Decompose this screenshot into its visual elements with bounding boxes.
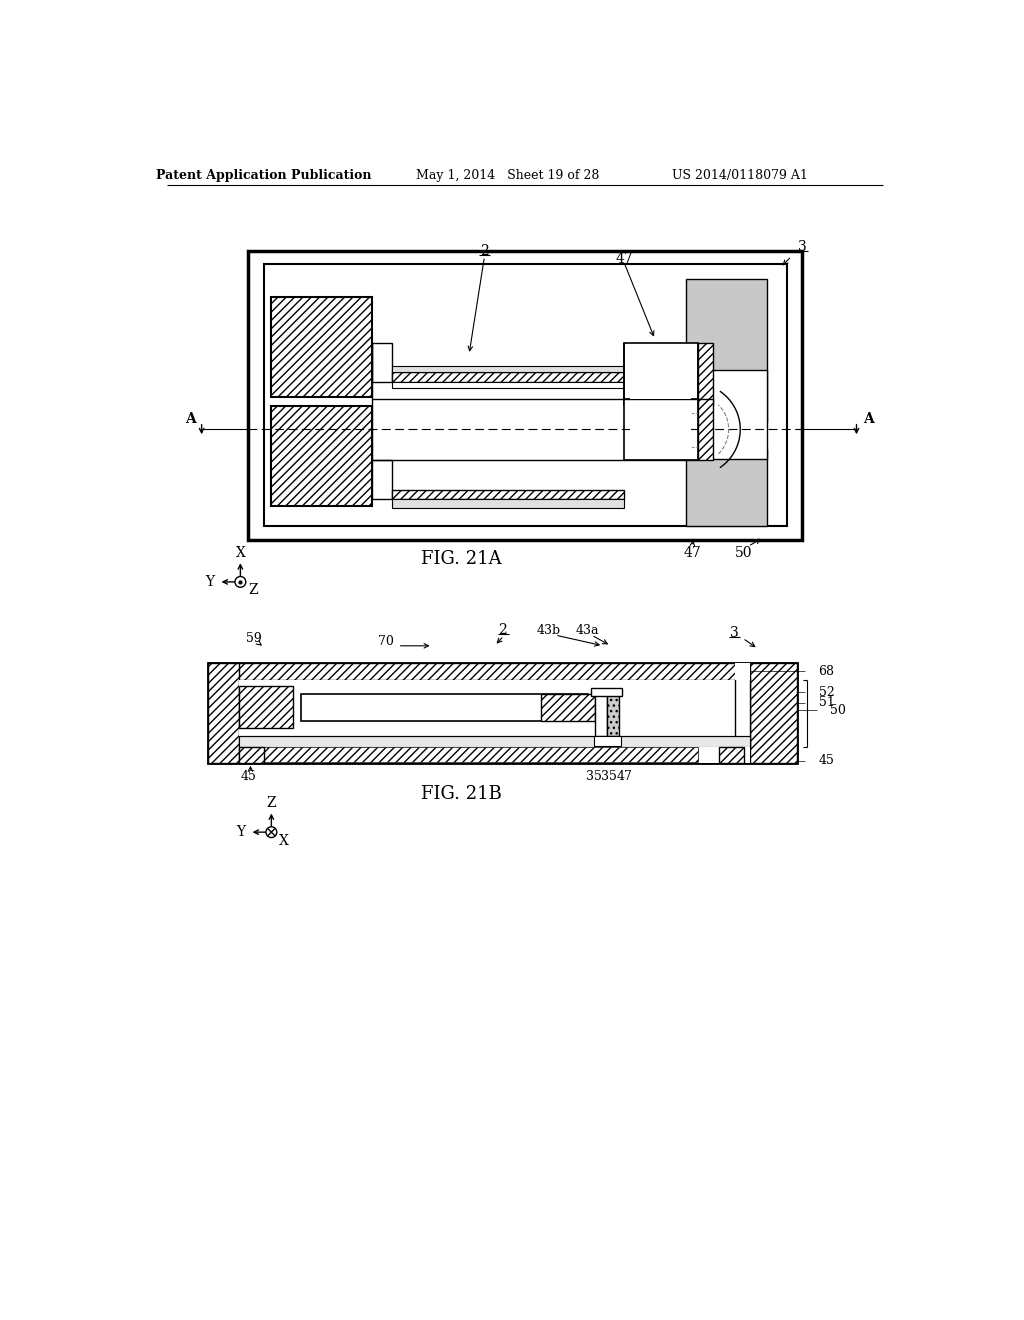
Text: 68: 68: [818, 665, 835, 677]
Bar: [208, 663, 239, 763]
Text: 51: 51: [818, 696, 835, 709]
Bar: [686, 280, 767, 422]
Bar: [697, 399, 713, 461]
Bar: [271, 297, 372, 397]
Text: US 2014/0118079 A1: US 2014/0118079 A1: [673, 169, 808, 182]
Bar: [208, 663, 797, 763]
Bar: [607, 693, 618, 737]
Text: 2: 2: [498, 623, 507, 638]
Text: 43a: 43a: [575, 624, 599, 638]
Bar: [248, 251, 802, 540]
Bar: [686, 422, 767, 449]
Text: 2: 2: [480, 244, 488, 257]
Text: Patent Application Publication: Patent Application Publication: [156, 169, 372, 182]
Circle shape: [234, 577, 246, 587]
Text: Z: Z: [248, 582, 258, 597]
Text: 45: 45: [818, 754, 835, 767]
Bar: [710, 370, 767, 459]
Bar: [301, 693, 588, 721]
Text: 47: 47: [615, 252, 633, 265]
Bar: [391, 499, 624, 508]
Text: 70: 70: [378, 635, 394, 648]
Bar: [239, 680, 751, 747]
Text: Z: Z: [266, 796, 276, 810]
Bar: [239, 747, 263, 763]
Text: 47: 47: [616, 770, 633, 783]
Text: 35: 35: [586, 770, 602, 783]
Bar: [630, 350, 691, 399]
Text: May 1, 2014   Sheet 19 of 28: May 1, 2014 Sheet 19 of 28: [416, 169, 599, 182]
Text: 3: 3: [730, 627, 739, 640]
Text: 52: 52: [818, 685, 835, 698]
Bar: [697, 343, 713, 405]
Bar: [263, 264, 786, 525]
Text: 47: 47: [683, 545, 701, 560]
Bar: [541, 693, 595, 721]
Bar: [391, 372, 624, 381]
Bar: [263, 747, 697, 762]
Bar: [594, 737, 621, 746]
Bar: [372, 461, 391, 499]
Bar: [592, 688, 623, 696]
Text: 35: 35: [601, 770, 617, 783]
Bar: [735, 663, 751, 680]
Bar: [391, 381, 624, 388]
Bar: [624, 399, 697, 461]
Bar: [751, 663, 797, 763]
Text: X: X: [279, 834, 289, 849]
Bar: [735, 678, 751, 747]
Bar: [239, 747, 751, 763]
Bar: [239, 737, 751, 747]
Bar: [208, 663, 797, 680]
Text: 43b: 43b: [651, 417, 675, 430]
Bar: [391, 367, 624, 372]
Circle shape: [266, 826, 276, 838]
Text: FIG. 21B: FIG. 21B: [421, 784, 502, 803]
Text: 59: 59: [247, 631, 262, 644]
Bar: [630, 405, 691, 454]
Bar: [372, 343, 391, 381]
Bar: [391, 490, 624, 499]
Bar: [595, 693, 607, 737]
Text: 43b: 43b: [537, 624, 561, 638]
Text: A: A: [863, 412, 873, 425]
Bar: [271, 407, 372, 507]
Bar: [686, 449, 767, 525]
Text: A: A: [184, 412, 196, 425]
Bar: [624, 343, 697, 405]
Text: 45: 45: [241, 770, 256, 783]
Bar: [239, 686, 293, 729]
Text: 43a: 43a: [651, 436, 675, 449]
Text: Y: Y: [205, 576, 214, 589]
Text: FIG. 21A: FIG. 21A: [421, 550, 502, 568]
Text: 50: 50: [830, 704, 846, 717]
Text: Y: Y: [236, 825, 245, 840]
Bar: [208, 747, 797, 763]
Text: X: X: [236, 545, 246, 560]
Text: 3: 3: [798, 240, 807, 253]
Text: 50: 50: [735, 545, 753, 560]
Bar: [719, 747, 744, 763]
